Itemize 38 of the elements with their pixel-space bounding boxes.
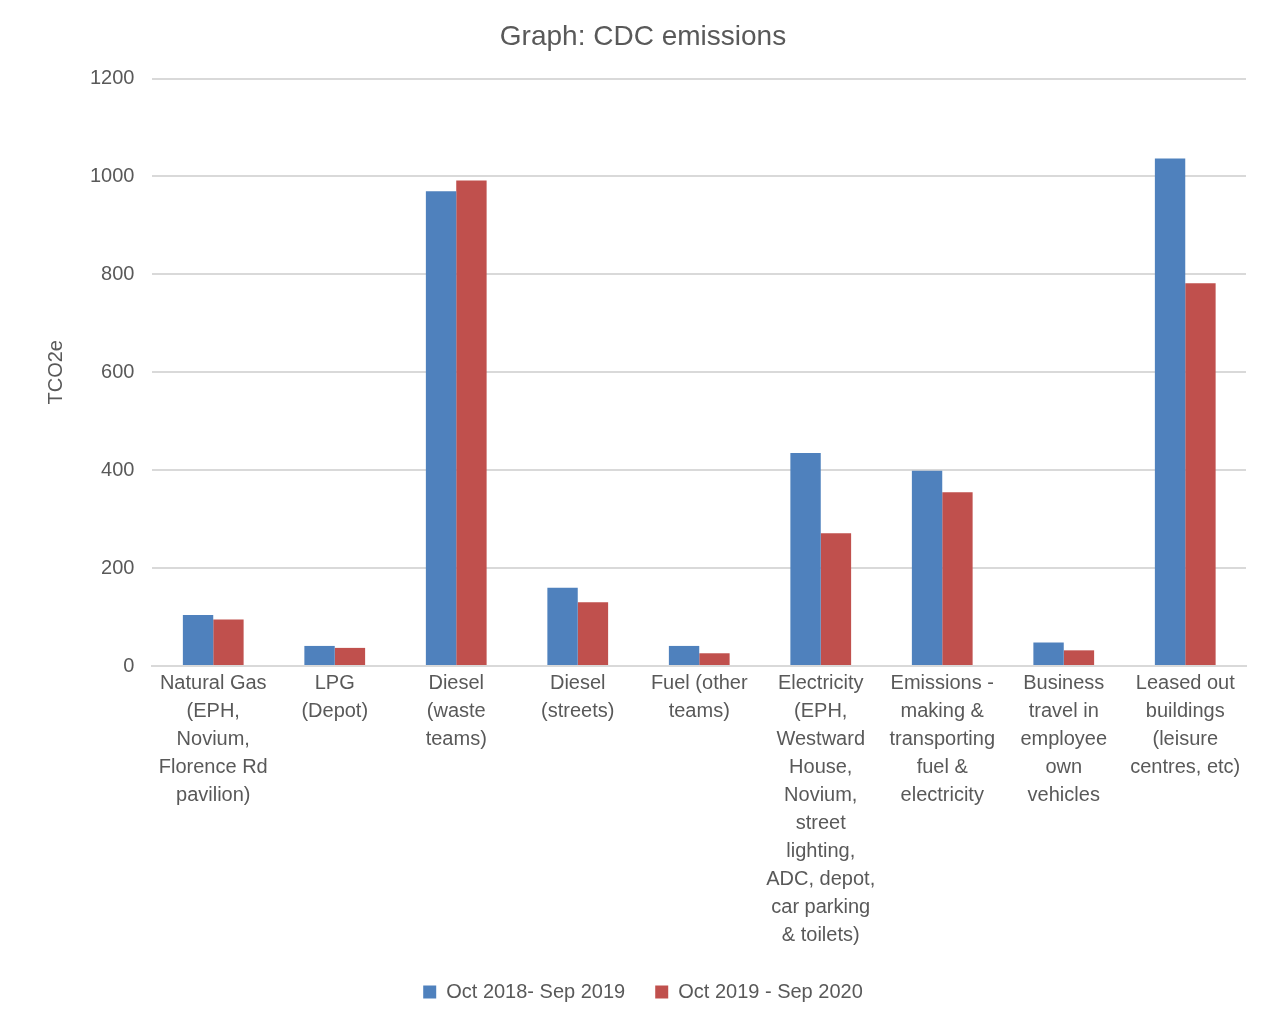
bar xyxy=(304,645,335,665)
y-tick-label: 200 xyxy=(101,555,135,578)
bar xyxy=(820,533,852,665)
bar xyxy=(942,492,973,665)
bar xyxy=(1154,158,1186,665)
bar xyxy=(577,602,609,665)
x-tick-label: Diesel (waste teams) xyxy=(425,670,487,749)
y-tick-label: 1200 xyxy=(89,66,135,89)
legend-label: Oct 2018- Sep 2019 xyxy=(446,979,626,1002)
bar xyxy=(1033,642,1064,665)
bar xyxy=(182,615,214,665)
bar xyxy=(334,647,366,665)
x-tick-label: Natural Gas (EPH, Novium, Florence Rd pavilion) xyxy=(158,670,268,805)
x-tick-label: Emissions - making & transporting fuel & electricity xyxy=(889,670,996,805)
bar xyxy=(425,191,457,665)
bar xyxy=(668,645,700,665)
x-tick-label: Fuel (other teams) xyxy=(650,670,748,721)
chart-title: Graph: CDC emissions xyxy=(499,19,787,51)
bar xyxy=(790,453,821,665)
y-axis-title: TCO2e xyxy=(43,340,66,405)
bar xyxy=(1063,650,1095,665)
x-tick-label: Leased out buildings (leisure centres, etc) xyxy=(1130,670,1241,777)
y-tick-label: 600 xyxy=(101,359,135,382)
bar xyxy=(213,619,244,665)
y-tick-label: 1000 xyxy=(89,164,135,187)
bar xyxy=(911,470,943,665)
bar xyxy=(456,180,487,665)
legend-label: Oct 2019 - Sep 2020 xyxy=(678,979,863,1002)
x-tick-label: LPG (Depot) xyxy=(301,670,369,721)
bar xyxy=(1185,283,1216,665)
y-tick-label: 800 xyxy=(101,261,135,284)
x-tick-label: Business travel in employee own vehicles xyxy=(1020,670,1108,805)
bar xyxy=(547,587,578,665)
y-tick-label: 0 xyxy=(123,653,135,676)
y-tick-label: 400 xyxy=(101,457,135,480)
bar xyxy=(699,653,730,665)
x-tick-label: Diesel (streets) xyxy=(541,670,615,721)
category-label: Electricity (EPH, Westward House, Novium, street lighting, ADC, depot, car parking & toilets) xyxy=(766,670,876,945)
